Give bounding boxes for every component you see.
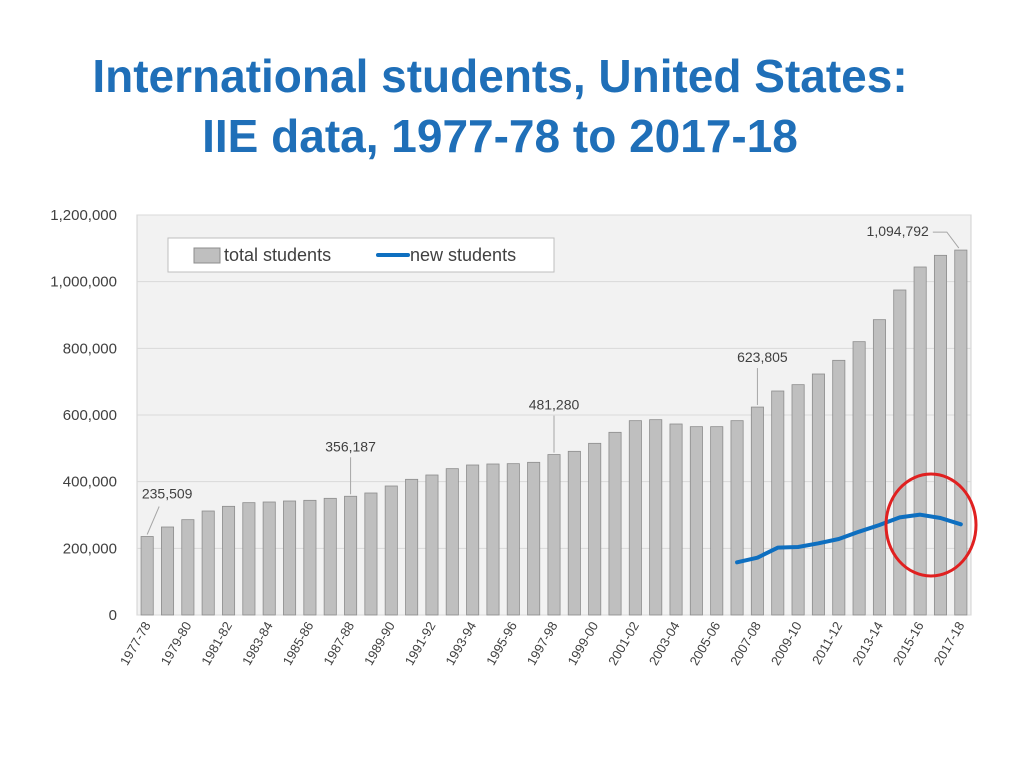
data-label: 481,280 [529, 397, 580, 413]
legend: total students new students [167, 237, 555, 273]
x-tick-label: 1995-96 [483, 619, 520, 668]
new-students-line [735, 512, 963, 565]
bar [466, 464, 480, 616]
highlight-circle [884, 472, 978, 578]
data-label: 356,187 [325, 438, 376, 454]
grid-lines [137, 214, 971, 616]
slide-title: International students, United States: I… [0, 46, 1000, 166]
bar [262, 501, 276, 616]
bar [669, 423, 683, 616]
bar [771, 390, 785, 616]
y-tick-label: 600,000 [63, 407, 117, 424]
bar [852, 341, 866, 616]
x-tick-label: 1987-88 [320, 619, 357, 668]
bar [486, 463, 500, 616]
x-tick-label: 1981-82 [198, 619, 235, 668]
y-tick-label: 0 [109, 607, 117, 624]
bar [140, 536, 154, 616]
bar [588, 442, 602, 616]
leader-line [932, 231, 960, 249]
bar [242, 502, 256, 616]
x-tick-label: 2015-16 [890, 619, 927, 668]
x-tick-label: 2005-06 [686, 619, 723, 668]
y-tick-label: 1,200,000 [50, 207, 117, 224]
bar [628, 420, 642, 616]
bar [303, 499, 317, 616]
x-tick-label: 1989-90 [361, 619, 398, 668]
x-tick-label: 1991-92 [402, 619, 439, 668]
x-tick-label: 2011-12 [809, 619, 845, 667]
x-tick-label: 2003-04 [646, 619, 683, 668]
x-tick-label: 1997-98 [524, 619, 561, 668]
bar [384, 485, 398, 616]
legend-swatch-total-students [193, 247, 221, 264]
x-tick-label: 2013-14 [849, 619, 886, 668]
bar [201, 510, 215, 616]
bar [913, 266, 927, 616]
y-tick-label: 1,000,000 [50, 274, 117, 291]
bar [608, 431, 622, 616]
x-tick-label: 2007-08 [727, 619, 764, 668]
x-tick-label: 2009-10 [768, 619, 805, 668]
bar [791, 384, 805, 616]
y-tick-label: 400,000 [63, 474, 117, 491]
bar [689, 426, 703, 616]
bar [161, 526, 175, 616]
bar [364, 492, 378, 616]
x-tick-label: 1983-84 [239, 619, 276, 668]
legend-box [167, 237, 555, 273]
bar [649, 419, 663, 616]
bar [506, 463, 520, 616]
leader-line [146, 506, 160, 535]
bar [445, 468, 459, 616]
bar [527, 461, 541, 616]
bar [547, 454, 561, 616]
bar [933, 254, 947, 616]
bar-line-chart: 0 200,000 400,000 600,000 800,000 1,000,000 1,… [50, 207, 978, 668]
y-tick-label: 800,000 [63, 340, 117, 357]
bar [832, 359, 846, 616]
bar [872, 319, 886, 616]
bar [283, 500, 297, 616]
y-axis-tick-labels: 0 200,000 400,000 600,000 800,000 1,000,000 1,… [50, 207, 117, 624]
line-new-students [735, 512, 963, 565]
bar [710, 426, 724, 616]
bar [567, 450, 581, 616]
data-label-annotations: 235,509 356,187 481,280 623,805 1,094,792 [142, 223, 960, 535]
bar [750, 406, 764, 616]
data-label: 235,509 [142, 485, 193, 501]
bar [181, 519, 195, 616]
x-tick-label: 1979-80 [158, 619, 195, 668]
bar [405, 478, 419, 616]
x-tick-label: 1993-94 [442, 619, 479, 668]
x-tick-label: 2017-18 [931, 619, 968, 668]
bar [323, 497, 337, 616]
bar [730, 420, 744, 616]
y-tick-label: 200,000 [63, 540, 117, 557]
slide-title-line-1: International students, United States: [92, 50, 908, 102]
x-axis-tick-labels: 1977-78 1979-80 1981-82 1983-84 1985-86 1987-… [117, 619, 968, 668]
bar [811, 373, 825, 616]
data-label: 1,094,792 [867, 223, 929, 239]
x-tick-label: 1985-86 [280, 619, 317, 668]
bar [344, 495, 358, 616]
bar [425, 474, 439, 616]
x-tick-label: 2001-02 [605, 619, 642, 668]
highlight-ellipse [884, 472, 978, 578]
data-label: 623,805 [737, 349, 788, 365]
slide-title-line-2: IIE data, 1977-78 to 2017-18 [202, 110, 798, 162]
legend-label-total-students: total students [224, 245, 331, 265]
bar [222, 505, 236, 616]
bar [893, 289, 907, 616]
x-tick-label: 1977-78 [117, 619, 154, 668]
x-tick-label: 1999-00 [564, 619, 601, 668]
legend-label-new-students: new students [410, 245, 516, 265]
